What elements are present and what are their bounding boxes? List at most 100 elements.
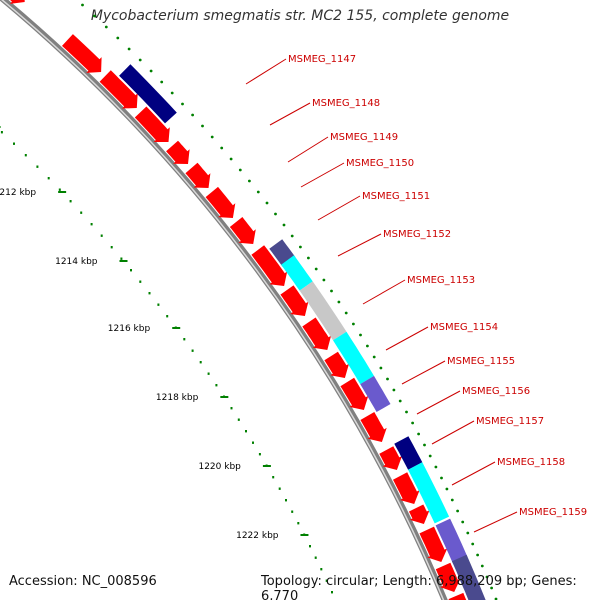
outer-tick-dot — [434, 465, 438, 469]
scale-tick-dot — [278, 487, 281, 490]
scale-tick-dot — [237, 418, 240, 421]
scale-tick-dot — [24, 154, 27, 157]
outer-tick-dot — [201, 124, 204, 128]
reverse-gene-block — [360, 375, 391, 412]
gene-label: MSMEG_1154 — [430, 322, 498, 333]
outer-tick-dot — [299, 245, 302, 249]
scale-tick-dot — [285, 499, 287, 502]
outer-tick-dot — [490, 586, 493, 590]
outer-tick-dot — [274, 212, 277, 216]
scale-tick-dot — [36, 165, 39, 168]
genome-summary-text: Topology: circular; Length: 6,988,209 bp… — [261, 574, 577, 600]
outer-tick-dot — [366, 344, 369, 348]
accession-text: Accession: NC_008596 — [9, 574, 157, 589]
forward-gene-arrow — [393, 472, 420, 504]
scale-tick-dot — [110, 246, 113, 249]
outer-tick-dot — [138, 58, 142, 62]
scale-tick-dot — [314, 556, 317, 559]
gene-label: MSMEG_1149 — [330, 132, 398, 143]
scale-tick-dot — [191, 349, 194, 352]
kbp-label: 1222 kbp — [236, 531, 279, 541]
scale-tick-dot — [157, 303, 160, 306]
scale-tick-dot — [47, 177, 50, 180]
scale-tick-dot — [252, 441, 254, 444]
forward-gene-arrow — [379, 446, 402, 470]
forward-gene-arrow — [185, 162, 211, 188]
gene-label: MSMEG_1157 — [476, 416, 544, 427]
reverse-gene-block — [119, 64, 177, 124]
scale-tick-dot — [183, 338, 186, 341]
scale-tick-dot — [148, 292, 151, 295]
kbp-label: 1214 kbp — [55, 257, 98, 267]
genome-backbone — [0, 0, 448, 600]
gene-label: MSMEG_1159 — [519, 507, 587, 518]
gene-leader-line — [300, 162, 345, 188]
scale-tick-dot — [230, 407, 233, 410]
scale-tick-dot — [199, 361, 202, 364]
scale-tick-dot — [80, 211, 83, 214]
gene-leader-line — [416, 390, 461, 415]
outer-tick-dot — [220, 146, 224, 150]
outer-tick-dot — [450, 498, 454, 502]
outer-tick-dot — [248, 179, 251, 183]
outer-tick-dot — [471, 542, 475, 546]
outer-tick-dot — [398, 399, 402, 403]
scale-tick-dot — [272, 476, 275, 479]
gene-leader-line — [362, 279, 406, 305]
outer-tick-dot — [379, 366, 383, 370]
gene-leader-line — [451, 461, 496, 486]
reverse-gene-block — [333, 331, 374, 385]
scale-tick-dot — [166, 315, 169, 318]
outer-tick-dot — [476, 553, 479, 557]
forward-gene-arrow — [62, 34, 102, 73]
gene-label: MSMEG_1153 — [407, 275, 475, 286]
outer-tick-dot — [445, 487, 449, 491]
outer-tick-dot — [307, 256, 310, 260]
forward-gene-arrow — [251, 245, 288, 286]
kbp-label: 1218 kbp — [156, 393, 199, 403]
scale-tick-dot — [320, 568, 323, 571]
scale-tick-dot — [245, 430, 247, 433]
scale-tick-dot — [215, 384, 218, 387]
outer-tick-dot — [256, 190, 260, 194]
outer-tick-dot — [229, 157, 233, 161]
outer-tick-dot — [104, 25, 108, 29]
scale-tick-dot — [100, 234, 103, 237]
reverse-gene-block — [394, 436, 423, 470]
forward-gene-arrow — [229, 217, 256, 244]
gene-labels: MSMEG_1147 MSMEG_1148 MSMEG_1149 MSMEG_1150… — [245, 54, 587, 533]
outer-tick-dot — [372, 355, 376, 359]
gene-leader-line — [317, 195, 361, 221]
scale-tick-dot — [69, 200, 72, 203]
forward-gene-arrow — [280, 285, 309, 316]
gene-leader-line — [473, 511, 518, 533]
gene-label: MSMEG_1151 — [362, 191, 430, 202]
scale-tick-dot — [297, 522, 300, 525]
gene-label: MSMEG_1148 — [312, 98, 380, 109]
scale-tick-dot — [13, 142, 15, 145]
outer-tick-dot — [330, 289, 333, 293]
scale-tick-dot — [0, 131, 3, 134]
outer-tick-dot — [428, 454, 432, 458]
kbp-label: 1212 kbp — [0, 188, 36, 198]
gene-leader-line — [245, 58, 287, 85]
outer-tick-dot — [485, 575, 489, 579]
scale-tick-dot — [58, 188, 61, 191]
forward-gene-arrow — [99, 70, 138, 109]
outer-tick-dot — [170, 91, 174, 95]
outer-tick-dot — [322, 278, 326, 282]
genome-backbone-highlight — [1, 0, 445, 600]
outer-tick-dot — [290, 234, 294, 238]
forward-gene-arrow — [340, 377, 369, 410]
outer-tick-dot — [405, 410, 408, 414]
scale-tick-dot — [258, 453, 261, 456]
scale-tick-dot — [207, 372, 210, 375]
outer-tick-dot — [160, 80, 164, 84]
forward-gene-arrow — [166, 140, 190, 164]
gene-label: MSMEG_1156 — [462, 386, 530, 397]
outer-tick-dot — [93, 14, 96, 18]
gene-label: MSMEG_1155 — [447, 356, 515, 367]
scale-tick-dot — [90, 223, 93, 226]
